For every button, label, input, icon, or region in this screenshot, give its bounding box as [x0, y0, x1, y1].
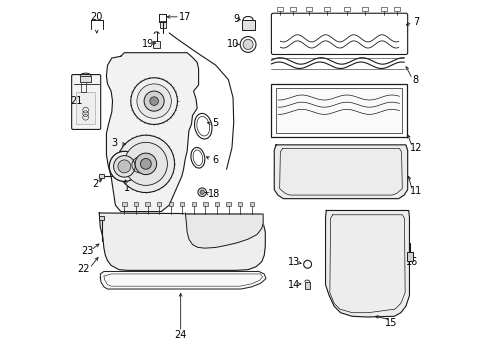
FancyBboxPatch shape	[271, 13, 407, 54]
Text: 18: 18	[207, 189, 220, 199]
Circle shape	[140, 158, 151, 169]
Bar	[168, 202, 172, 206]
Circle shape	[149, 97, 158, 105]
Text: 4: 4	[151, 179, 157, 189]
Bar	[214, 202, 219, 206]
Circle shape	[117, 135, 174, 193]
Text: 13: 13	[287, 257, 300, 267]
Text: 6: 6	[212, 155, 218, 165]
Bar	[180, 202, 184, 206]
Bar	[134, 202, 138, 206]
Bar	[407, 252, 412, 261]
Circle shape	[200, 190, 204, 194]
Text: 24: 24	[174, 330, 186, 340]
Bar	[191, 202, 196, 206]
Circle shape	[124, 142, 167, 185]
Text: 3: 3	[111, 139, 118, 148]
Circle shape	[198, 188, 206, 197]
Bar	[380, 7, 386, 11]
Text: 22: 22	[78, 264, 90, 274]
Text: 2: 2	[92, 179, 99, 189]
Polygon shape	[274, 145, 407, 199]
Bar	[157, 202, 161, 206]
Bar	[324, 7, 329, 11]
Bar	[99, 174, 103, 178]
Text: 5: 5	[211, 118, 218, 128]
Polygon shape	[100, 271, 265, 289]
Text: 7: 7	[412, 17, 418, 27]
Text: 10: 10	[226, 40, 239, 49]
Bar	[160, 21, 165, 28]
Circle shape	[144, 91, 164, 111]
Circle shape	[137, 84, 171, 118]
Bar	[76, 92, 95, 125]
Circle shape	[113, 156, 135, 177]
Bar	[361, 7, 367, 11]
Bar	[238, 202, 242, 206]
Bar	[99, 216, 104, 220]
Bar	[276, 88, 401, 133]
FancyBboxPatch shape	[72, 75, 101, 130]
Bar	[203, 202, 207, 206]
Text: 20: 20	[90, 12, 103, 22]
Circle shape	[127, 152, 152, 177]
Bar	[226, 202, 230, 206]
Bar	[393, 7, 399, 11]
Circle shape	[118, 160, 131, 173]
Circle shape	[243, 40, 253, 49]
Text: 14: 14	[287, 280, 300, 290]
Circle shape	[109, 151, 139, 181]
Text: 15: 15	[384, 318, 396, 328]
Bar	[277, 7, 283, 11]
Circle shape	[131, 78, 177, 125]
Polygon shape	[106, 53, 198, 212]
Text: 17: 17	[179, 12, 191, 22]
Bar	[145, 202, 149, 206]
Polygon shape	[325, 211, 408, 317]
Bar	[270, 84, 406, 137]
Text: 1: 1	[123, 183, 130, 193]
Bar	[304, 282, 309, 289]
Text: 12: 12	[409, 143, 421, 153]
Text: 9: 9	[233, 14, 239, 24]
Bar	[241, 20, 254, 30]
Text: 21: 21	[70, 96, 82, 106]
Polygon shape	[185, 213, 263, 248]
Bar	[289, 7, 295, 11]
Polygon shape	[99, 213, 265, 270]
Text: 19: 19	[141, 39, 154, 49]
Bar	[122, 202, 126, 206]
Bar	[305, 7, 311, 11]
Text: 16: 16	[406, 257, 418, 267]
Text: 8: 8	[412, 75, 418, 85]
Bar	[249, 202, 253, 206]
Bar	[343, 7, 349, 11]
Circle shape	[135, 153, 156, 175]
Bar	[80, 76, 91, 82]
Bar	[153, 41, 160, 48]
Text: 23: 23	[81, 246, 93, 256]
Text: 11: 11	[409, 186, 421, 197]
